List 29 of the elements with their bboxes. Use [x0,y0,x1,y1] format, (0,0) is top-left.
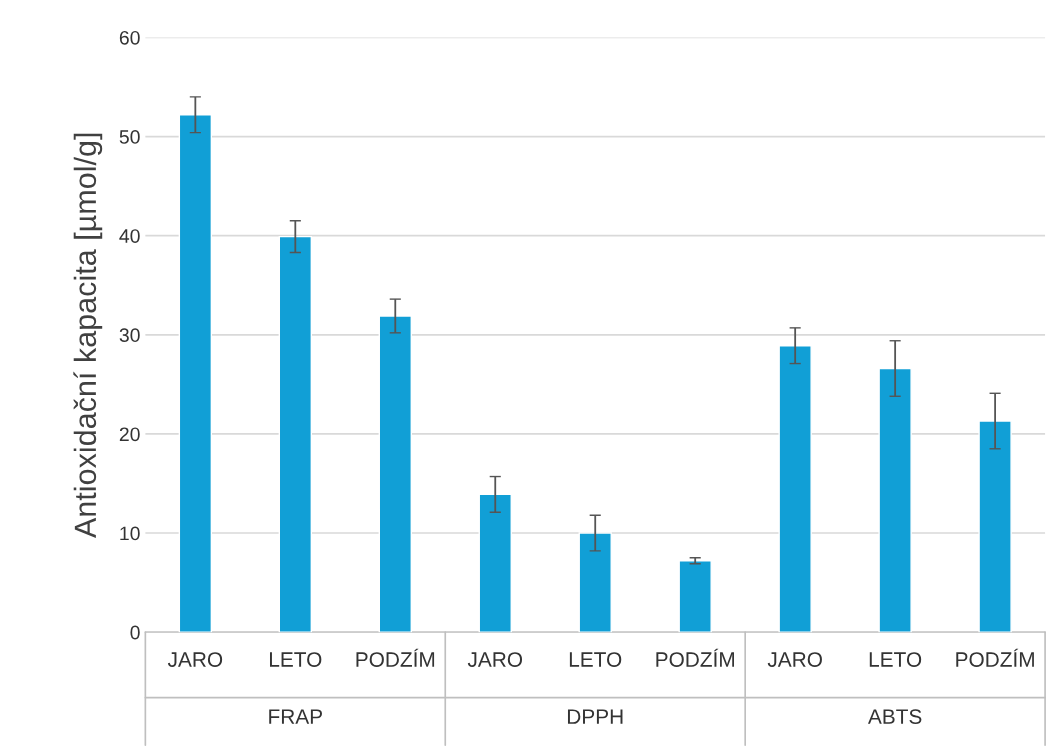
bar [878,367,912,633]
x-tick-label: JARO [167,652,223,667]
x-tick-label: JARO [467,652,523,667]
text: FRAP [269,709,322,724]
bar [378,315,412,633]
y-tick-label: 10 [120,526,140,541]
y-tick-label: 40 [119,229,140,243]
x-tick-label: LETO [569,652,622,667]
y-tick-label: 60 [119,30,140,45]
bar [478,493,512,633]
y-tick-label: 0 [130,625,140,640]
x-tick-label: PODZÍM [656,648,734,667]
bar [578,532,612,633]
x-tick-label: PODZÍM [956,648,1034,667]
bar [778,345,812,633]
bar [678,560,712,633]
bar [278,235,313,633]
text: ABTS [867,709,922,724]
y-axis-title: Antioxidační kapacita [µmol/g] [73,133,103,538]
bar [978,420,1012,633]
y-tick-label: 50 [119,130,140,144]
x-tick-label: LETO [869,652,922,667]
bar [178,114,213,633]
y-tick-label: 20 [119,427,140,442]
text: DPPH [567,709,623,724]
y-tick-label: 30 [119,328,140,343]
x-tick-label: PODZÍM [356,648,435,667]
x-tick-label: JARO [767,652,822,667]
x-tick-label: LETO [270,652,322,667]
